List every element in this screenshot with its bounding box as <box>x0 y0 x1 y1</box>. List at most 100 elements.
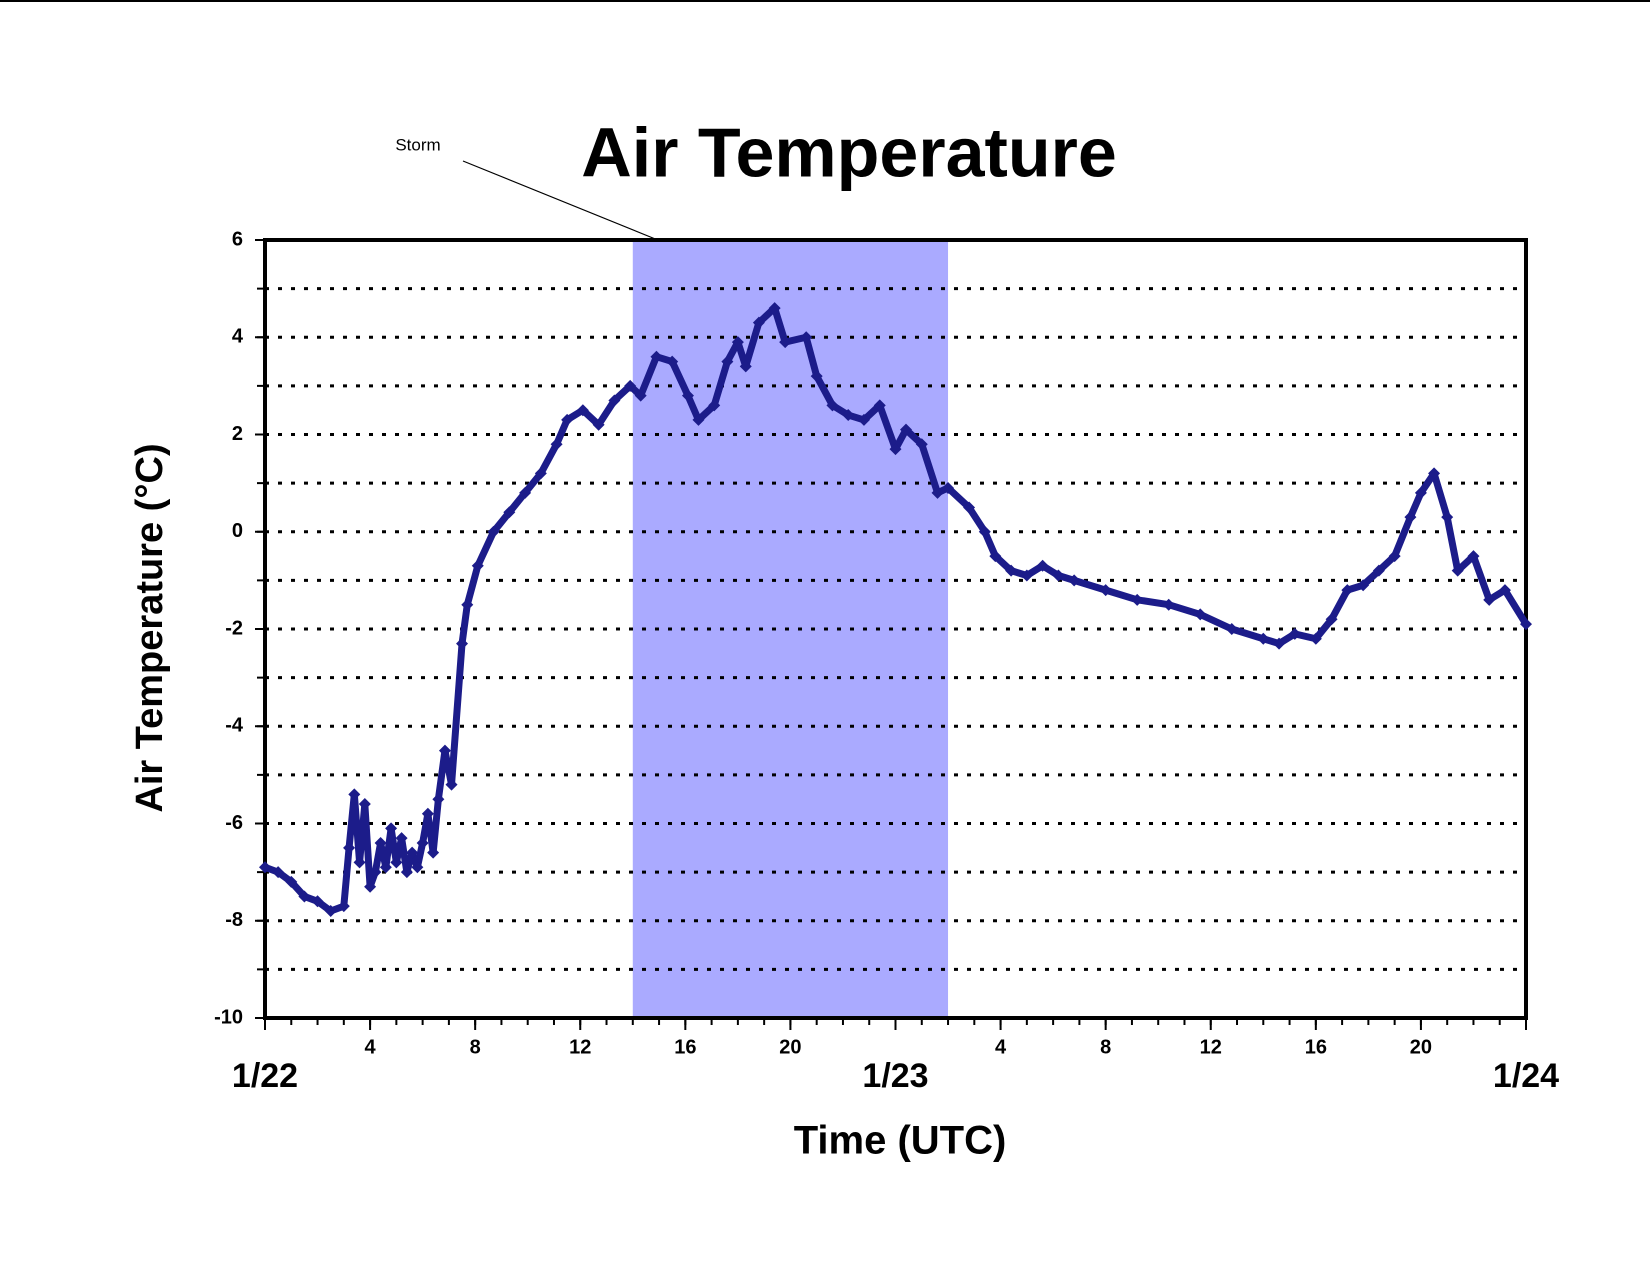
data-point <box>369 866 382 879</box>
x-tick-label: 8 <box>1100 1036 1111 1058</box>
data-point <box>353 856 366 869</box>
data-point <box>411 861 424 874</box>
data-point <box>666 355 679 368</box>
data-point <box>1372 564 1385 577</box>
data-point <box>385 822 398 835</box>
y-axis-label: Air Temperature (°C) <box>129 443 171 812</box>
data-point <box>374 836 387 849</box>
data-point <box>681 389 694 402</box>
data-point <box>456 637 469 650</box>
y-tick-label: 4 <box>232 326 244 348</box>
data-point <box>432 793 445 806</box>
data-point <box>721 355 734 368</box>
data-point <box>348 788 361 801</box>
x-tick-label: 20 <box>1410 1036 1432 1058</box>
data-point <box>1052 569 1065 582</box>
y-tick-label: -2 <box>225 617 243 639</box>
data-point <box>810 370 823 383</box>
data-point <box>1036 559 1049 572</box>
data-point <box>692 413 705 426</box>
data-point <box>519 486 532 499</box>
data-point <box>400 866 413 879</box>
x-axis-label: Time (UTC) <box>794 1119 1007 1163</box>
data-point <box>1273 637 1286 650</box>
data-point <box>259 861 271 874</box>
data-point <box>708 399 721 412</box>
date-label: 1/23 <box>862 1057 928 1095</box>
data-point <box>1194 608 1207 621</box>
data-point <box>311 895 324 908</box>
data-point <box>503 506 516 519</box>
y-tick-label: 6 <box>232 228 243 250</box>
data-point <box>978 525 991 538</box>
storm-pointer <box>462 160 659 241</box>
data-point <box>390 856 403 869</box>
data-point <box>915 438 928 451</box>
data-point <box>272 866 285 879</box>
data-point <box>1467 550 1480 563</box>
data-point <box>487 525 500 538</box>
data-point <box>1441 511 1454 524</box>
data-point <box>471 559 484 572</box>
series-line <box>263 304 1529 915</box>
data-point <box>1131 593 1144 606</box>
data-point <box>1414 486 1427 499</box>
x-tick-label: 16 <box>674 1036 696 1058</box>
storm-region <box>632 240 949 1018</box>
data-point <box>1428 467 1441 480</box>
data-point <box>873 399 886 412</box>
data-point <box>337 900 350 913</box>
data-point <box>324 905 337 918</box>
data-point <box>550 438 563 451</box>
data-point <box>963 501 976 514</box>
data-point <box>1341 584 1354 597</box>
data-point <box>379 861 392 874</box>
data-point <box>752 316 765 329</box>
data-point <box>461 598 474 611</box>
y-tick-label: 2 <box>232 423 243 445</box>
y-tick-label: -8 <box>225 909 243 931</box>
data-point <box>1520 618 1532 631</box>
data-point <box>1099 584 1112 597</box>
data-point <box>1498 584 1511 597</box>
data-point <box>343 841 356 854</box>
x-tick-label: 4 <box>365 1036 377 1058</box>
data-point <box>576 404 589 417</box>
data-point <box>1483 593 1496 606</box>
data-point <box>800 331 813 344</box>
data-point <box>427 846 440 859</box>
data-point <box>1005 564 1018 577</box>
data-point <box>1451 564 1464 577</box>
y-tick-label: 0 <box>232 520 243 542</box>
data-point <box>421 807 434 820</box>
x-tick-label: 20 <box>779 1036 801 1058</box>
data-point <box>931 486 944 499</box>
data-point <box>1404 511 1417 524</box>
date-label: 1/22 <box>232 1057 298 1095</box>
data-point <box>1388 550 1401 563</box>
data-point <box>779 336 792 349</box>
data-point <box>989 550 1002 563</box>
data-point <box>942 481 955 494</box>
data-point <box>624 379 637 392</box>
data-point <box>395 832 408 845</box>
data-point <box>561 413 574 426</box>
data-point <box>731 336 744 349</box>
data-point <box>592 418 605 431</box>
data-point <box>1068 574 1081 587</box>
data-point <box>634 389 647 402</box>
data-point <box>900 423 913 436</box>
y-tick-label: -6 <box>225 812 243 834</box>
data-point <box>857 413 870 426</box>
data-point <box>842 409 855 422</box>
data-point <box>438 744 451 757</box>
x-tick-label: 12 <box>1200 1036 1222 1058</box>
data-point <box>534 467 547 480</box>
data-point <box>739 360 752 373</box>
data-point <box>358 798 371 811</box>
y-tick-label: -4 <box>225 715 244 737</box>
data-point <box>1325 613 1338 626</box>
data-point <box>364 880 377 893</box>
x-tick-label: 8 <box>470 1036 481 1058</box>
